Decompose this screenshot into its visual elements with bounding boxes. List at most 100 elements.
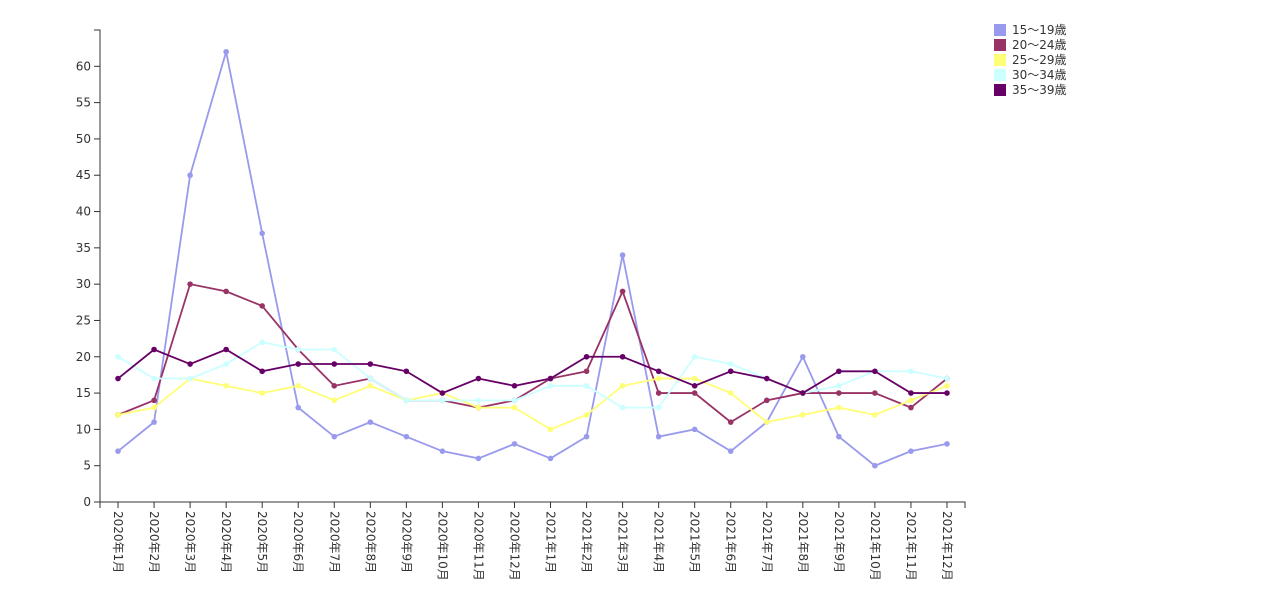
data-point [187,361,193,367]
data-point [223,288,229,295]
x-tick-label: 2021年7月 [760,511,774,573]
series-5 [115,346,950,396]
y-tick-label: 20 [76,350,91,364]
data-point [619,288,626,295]
data-point [187,172,193,179]
data-point [187,281,193,287]
data-point [691,426,698,433]
data-point [475,375,482,382]
data-point [511,404,518,411]
data-point [151,419,157,425]
data-point [655,433,662,440]
data-point [259,368,265,375]
legend-swatch [994,54,1006,66]
y-tick-label: 0 [83,495,91,509]
x-axis: 2020年1月 2020年2月 2020年3月 2020年4月 2020年5月 2020年… [99,501,966,581]
data-point [475,455,482,462]
data-point [331,346,338,353]
x-tick-label: 2021年10月 [868,511,882,581]
data-point [655,390,662,396]
series-layer [115,48,950,469]
x-tick-label: 2021年1月 [544,511,558,573]
x-tick-label: 2020年7月 [327,511,341,573]
x-tick-label: 2020年5月 [255,511,269,573]
series-1 [115,48,950,469]
data-point [691,375,698,382]
series-line [117,283,948,424]
data-point [331,433,338,440]
data-point [259,339,265,346]
data-point [295,404,302,411]
data-point [511,441,518,447]
legend-label: 30～34歳 [1012,68,1067,82]
x-tick-label: 2020年8月 [363,511,377,573]
data-point [223,346,229,353]
data-point [836,368,842,375]
y-tick-label: 25 [76,313,91,327]
legend-item: 35～39歳 [994,83,1067,97]
series-line [117,377,948,431]
x-tick-label: 2021年3月 [616,511,630,573]
legend-label: 20～24歳 [1012,38,1067,52]
data-point [836,433,842,440]
data-point [367,361,374,367]
data-point [583,383,590,389]
data-point [908,390,914,396]
data-point [691,390,698,396]
data-point [800,353,806,360]
data-point [223,383,229,389]
data-point [836,390,842,396]
data-point [619,383,626,389]
data-point [403,433,410,440]
data-point [583,368,590,375]
data-point [439,448,446,454]
x-tick-label: 2020年12月 [507,511,521,581]
x-tick-label: 2020年1月 [111,511,125,573]
y-tick-label: 15 [76,386,91,400]
legend-swatch [994,39,1006,51]
data-point [187,375,193,382]
data-point [944,441,950,447]
y-axis: 0 5 10 15 20 25 30 35 40 45 50 55 60 [76,29,101,509]
data-point [367,419,374,425]
y-tick-label: 30 [76,277,91,291]
x-axis-line [99,501,966,508]
data-point [908,448,914,454]
legend-item: 20～24歳 [994,38,1067,52]
data-point [727,448,734,454]
y-tick-label: 50 [76,132,91,146]
data-point [151,346,157,353]
data-point [872,412,878,418]
legend-item: 25～29歳 [994,53,1067,67]
y-tick-label: 45 [76,168,91,182]
y-axis-line [94,29,101,503]
data-point [872,462,878,469]
legend-label: 35～39歳 [1012,83,1067,97]
data-point [331,361,338,367]
data-point [727,368,734,375]
legend-label: 15～19歳 [1012,23,1067,37]
data-point [547,375,554,382]
data-point [800,412,806,418]
legend-swatch [994,84,1006,96]
data-point [727,361,734,367]
data-point [475,404,482,411]
data-point [439,390,446,396]
data-point [763,419,770,425]
data-point [115,412,121,418]
data-point [259,303,265,309]
x-tick-label: 2021年12月 [940,511,954,581]
data-point [475,397,482,404]
series-4 [115,339,950,411]
y-tick-label: 5 [83,459,91,473]
data-point [872,390,878,396]
x-tick-label: 2021年5月 [688,511,702,573]
data-point [763,375,770,382]
data-point [872,368,878,375]
y-tick-label: 40 [76,205,91,219]
data-point [115,448,121,454]
x-tick-label: 2020年10月 [435,511,449,581]
data-point [295,383,302,389]
data-point [511,383,518,389]
